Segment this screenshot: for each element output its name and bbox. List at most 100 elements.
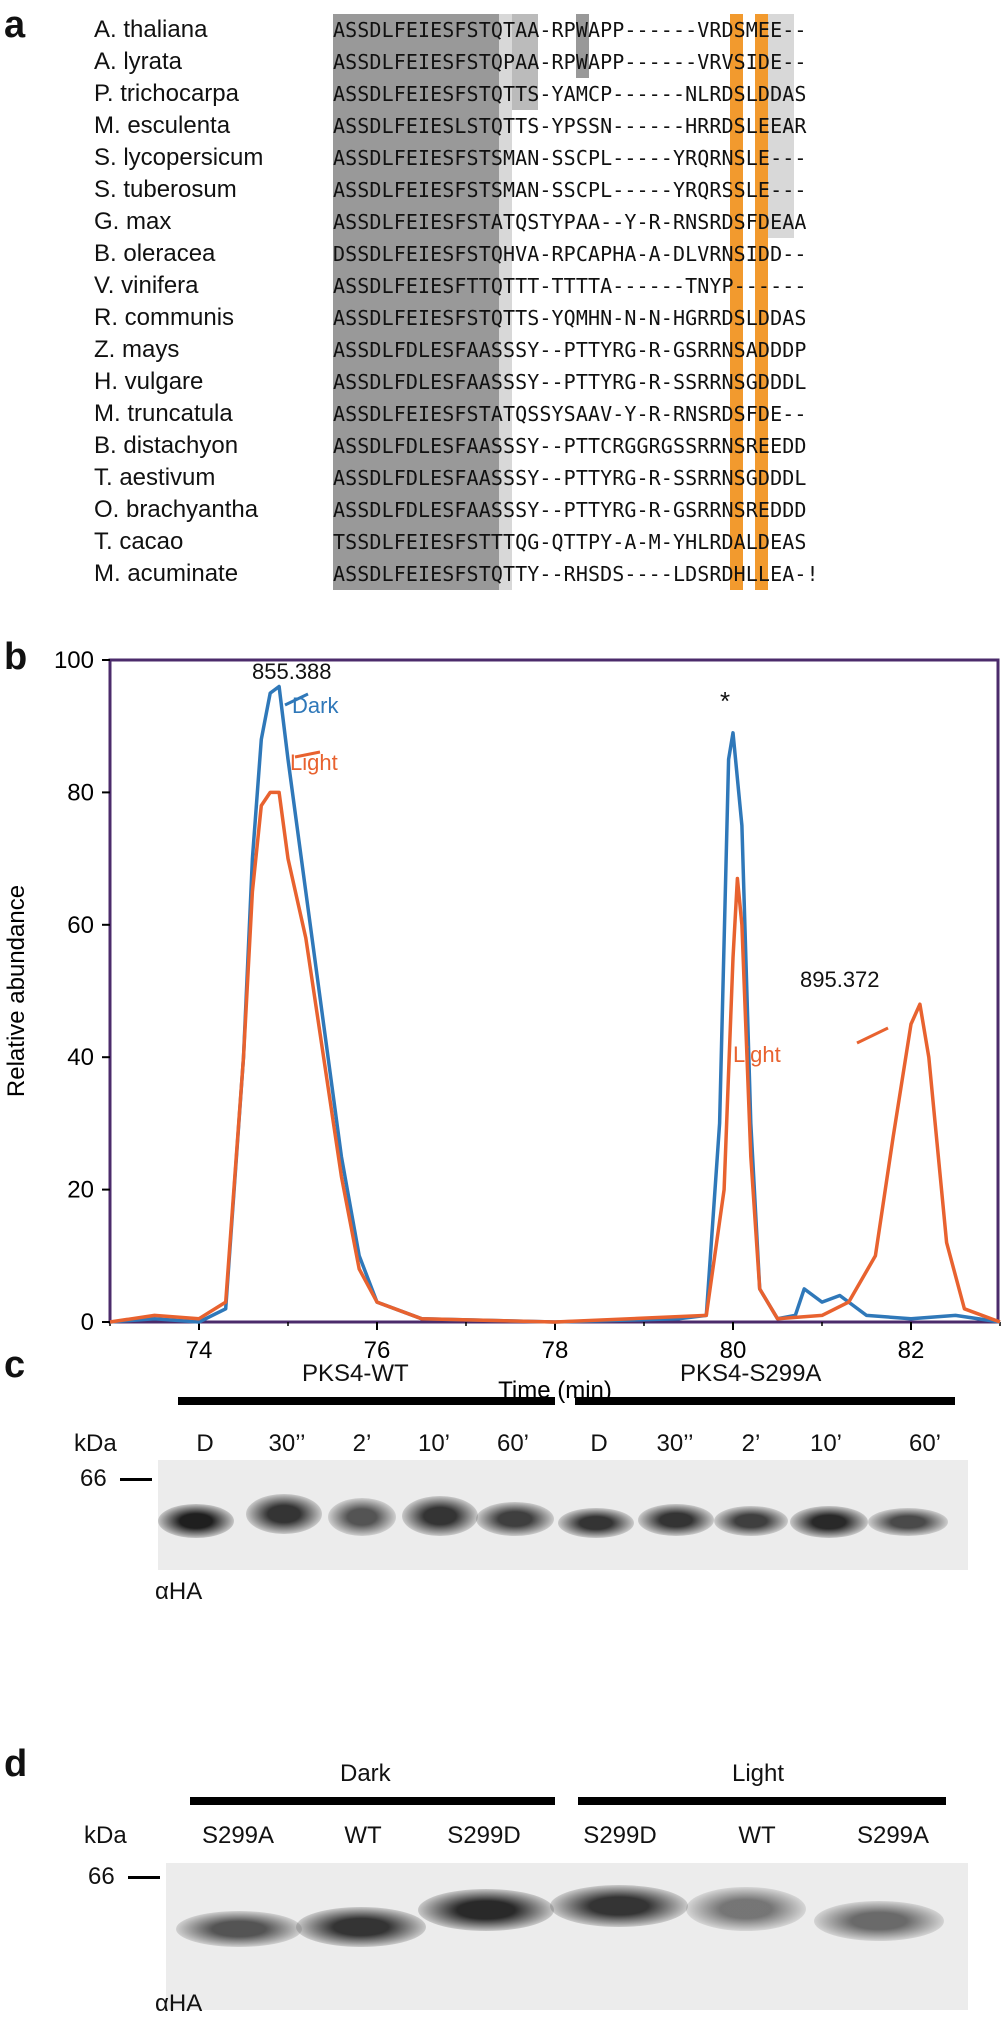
- sequence-row: TSSDLFEIESFSTTTQG-QTTPY-A-M-YHLRDALDEAS: [333, 530, 807, 554]
- blot-d-group-2: Light: [732, 1760, 785, 1787]
- blot-d-marker-tick: [128, 1876, 160, 1879]
- sequence-row: ASSDLFDLESFAASSSY--PTTYRG-R-SSRRNSGDDDL: [333, 370, 807, 394]
- blot-c-kda-label: kDa: [74, 1430, 117, 1457]
- blot-c-membrane: [158, 1460, 968, 1570]
- panel-label-c: c: [4, 1344, 26, 1386]
- species-name: M. esculenta: [94, 112, 231, 139]
- sequence-row: ASSDLFEIESFSTQTAA-RPWAPP------VRDSMEE--: [333, 18, 807, 42]
- blot_d-lane-label: S299A: [856, 1822, 930, 1849]
- species-name: R. communis: [94, 304, 235, 331]
- blot_c-lane-label: 2’: [741, 1430, 761, 1457]
- blot-c-group-2: PKS4-S299A: [680, 1360, 822, 1387]
- partial-conserved-column: [512, 14, 538, 110]
- x-tick-label: 80: [720, 1337, 747, 1364]
- species-name: G. max: [94, 208, 172, 235]
- blot_c-lane-label: D: [590, 1430, 608, 1457]
- blot_d-lane-label: S299D: [583, 1822, 657, 1849]
- conserved-column: [576, 14, 589, 78]
- species-name: H. vulgare: [94, 368, 204, 395]
- blot-c-group-1: PKS4-WT: [302, 1360, 409, 1387]
- blot_c-lane-label: 60’: [908, 1430, 942, 1457]
- y-tick-label: 80: [67, 779, 94, 806]
- species-name: O. brachyantha: [94, 496, 259, 523]
- species-name: B. oleracea: [94, 240, 216, 267]
- series-line-light: [109, 790, 1001, 1324]
- species-name: A. thaliana: [94, 16, 208, 43]
- x-tick-label: 76: [364, 1337, 391, 1364]
- x-tick-label: 82: [898, 1337, 925, 1364]
- sequence-row: ASSDLFDLESFAASSSY--PTTYRG-R-SSRRNSGDDDL: [333, 466, 807, 490]
- protein-band: [550, 1885, 688, 1927]
- alignment-panel: A. thaliana ASSDLFEIESFSTQTAA-RPWAPP-----…: [0, 0, 1001, 600]
- sequence-row: ASSDLFEIESFSTSMAN-SSCPL-----YRQRSSLE---: [333, 178, 807, 202]
- protein-band: [402, 1496, 478, 1536]
- protein-band: [714, 1506, 788, 1536]
- sequence-row: ASSDLFEIESFSTQTTS-YQMHN-N-N-HGRRDSLDDAS: [333, 306, 807, 330]
- blot-d-group-bar-2: [578, 1797, 946, 1805]
- blot-d-membrane: [166, 1863, 968, 2010]
- blot-c-marker-tick: [120, 1478, 152, 1481]
- blot-d-antibody: αHA: [155, 1990, 203, 2017]
- protein-band: [814, 1901, 944, 1941]
- species-name: M. truncatula: [94, 400, 233, 427]
- sequence-row: ASSDLFEIESFSTQPAA-RPWAPP------VRVSIDE--: [333, 50, 807, 74]
- blot-c-group-bar-2: [575, 1397, 955, 1405]
- protein-band: [686, 1887, 806, 1931]
- species-name: M. acuminate: [94, 560, 239, 587]
- partial-conserved-column: [768, 14, 794, 238]
- y-tick-label: 60: [67, 912, 94, 939]
- protein-band: [418, 1889, 554, 1931]
- protein-band: [790, 1506, 868, 1538]
- blot-c-marker: 66: [80, 1465, 107, 1492]
- species-name: B. distachyon: [94, 432, 239, 459]
- sequence-row: ASSDLFEIESFSTQTTY--RHSDS----LDSRDHLLEA-!: [333, 562, 819, 586]
- highlighted-residue-column: [755, 14, 769, 590]
- panel-label-d: d: [4, 1743, 28, 1785]
- protein-band: [176, 1911, 302, 1947]
- x-tick-label: 78: [542, 1337, 569, 1364]
- light-label-pointer-2: [856, 1026, 889, 1045]
- blot-d-kda-label: kDa: [84, 1822, 127, 1849]
- chart-annotation: 855.388: [252, 659, 332, 684]
- species-name: T. aestivum: [94, 464, 216, 491]
- sequence-row: DSSDLFEIESFSTQHVA-RPCAPHA-A-DLVRNSIDD--: [333, 242, 807, 266]
- blot_c-lane-label: 30’’: [268, 1430, 306, 1457]
- species-name: S. lycopersicum: [94, 144, 264, 171]
- blot_d-lane-label: WT: [738, 1822, 776, 1849]
- protein-band: [246, 1494, 322, 1534]
- chart-annotation: 895.372: [800, 967, 880, 992]
- blot_d-lane-label: S299D: [447, 1822, 521, 1849]
- conserved-block: [333, 14, 500, 590]
- y-tick-label: 0: [81, 1309, 94, 1336]
- x-tick-label: 74: [186, 1337, 213, 1364]
- sequence-row: ASSDLFEIESFSTATQSSYSAAV-Y-R-RNSRDSFDE--: [333, 402, 807, 426]
- sequence-row: ASSDLFDLESFAASSSY--PTTYRG-R-GSRRNSREDDD: [333, 498, 807, 522]
- blot-d-group-bar-1: [190, 1797, 555, 1805]
- protein-band: [476, 1502, 554, 1536]
- species-name: P. trichocarpa: [94, 80, 239, 107]
- blot_c-lane-label: D: [196, 1430, 214, 1457]
- blot-d-group-1: Dark: [340, 1760, 391, 1787]
- chromatogram-panel: 0 20 40 60 80 100 74 76 78 80 82 Time (min) Relative…: [0, 630, 1001, 1410]
- sequence-row: ASSDLFDLESFAASSSY--PTTYRG-R-GSRRNSADDDP: [333, 338, 807, 362]
- blot-c-antibody: αHA: [155, 1578, 203, 1605]
- blot_c-lane-label: 2’: [352, 1430, 372, 1457]
- protein-band: [158, 1504, 234, 1538]
- species-name: A. lyrata: [94, 48, 183, 75]
- protein-band: [868, 1508, 948, 1536]
- highlighted-residue-column: [729, 14, 743, 590]
- y-tick-label: 100: [54, 647, 94, 674]
- species-name: S. tuberosum: [94, 176, 237, 203]
- species-name: Z. mays: [94, 336, 180, 363]
- sequence-row: ASSDLFEIESFSTSMAN-SSCPL-----YRQRNSLE---: [333, 146, 807, 170]
- blot-d-marker: 66: [88, 1863, 115, 1890]
- chart-annotation: Light: [733, 1042, 781, 1067]
- protein-band: [328, 1498, 396, 1536]
- blot_d-lane-label: S299A: [201, 1822, 275, 1849]
- sequence-row: ASSDLFDLESFAASSSY--PTTCRGGRGSSRRNSREEDD: [333, 434, 807, 458]
- blot-c-group-bar-1: [178, 1397, 555, 1405]
- y-tick-label: 20: [67, 1177, 94, 1204]
- light-label-pointer: [294, 750, 321, 759]
- y-axis-label: Relative abundance: [3, 885, 30, 1097]
